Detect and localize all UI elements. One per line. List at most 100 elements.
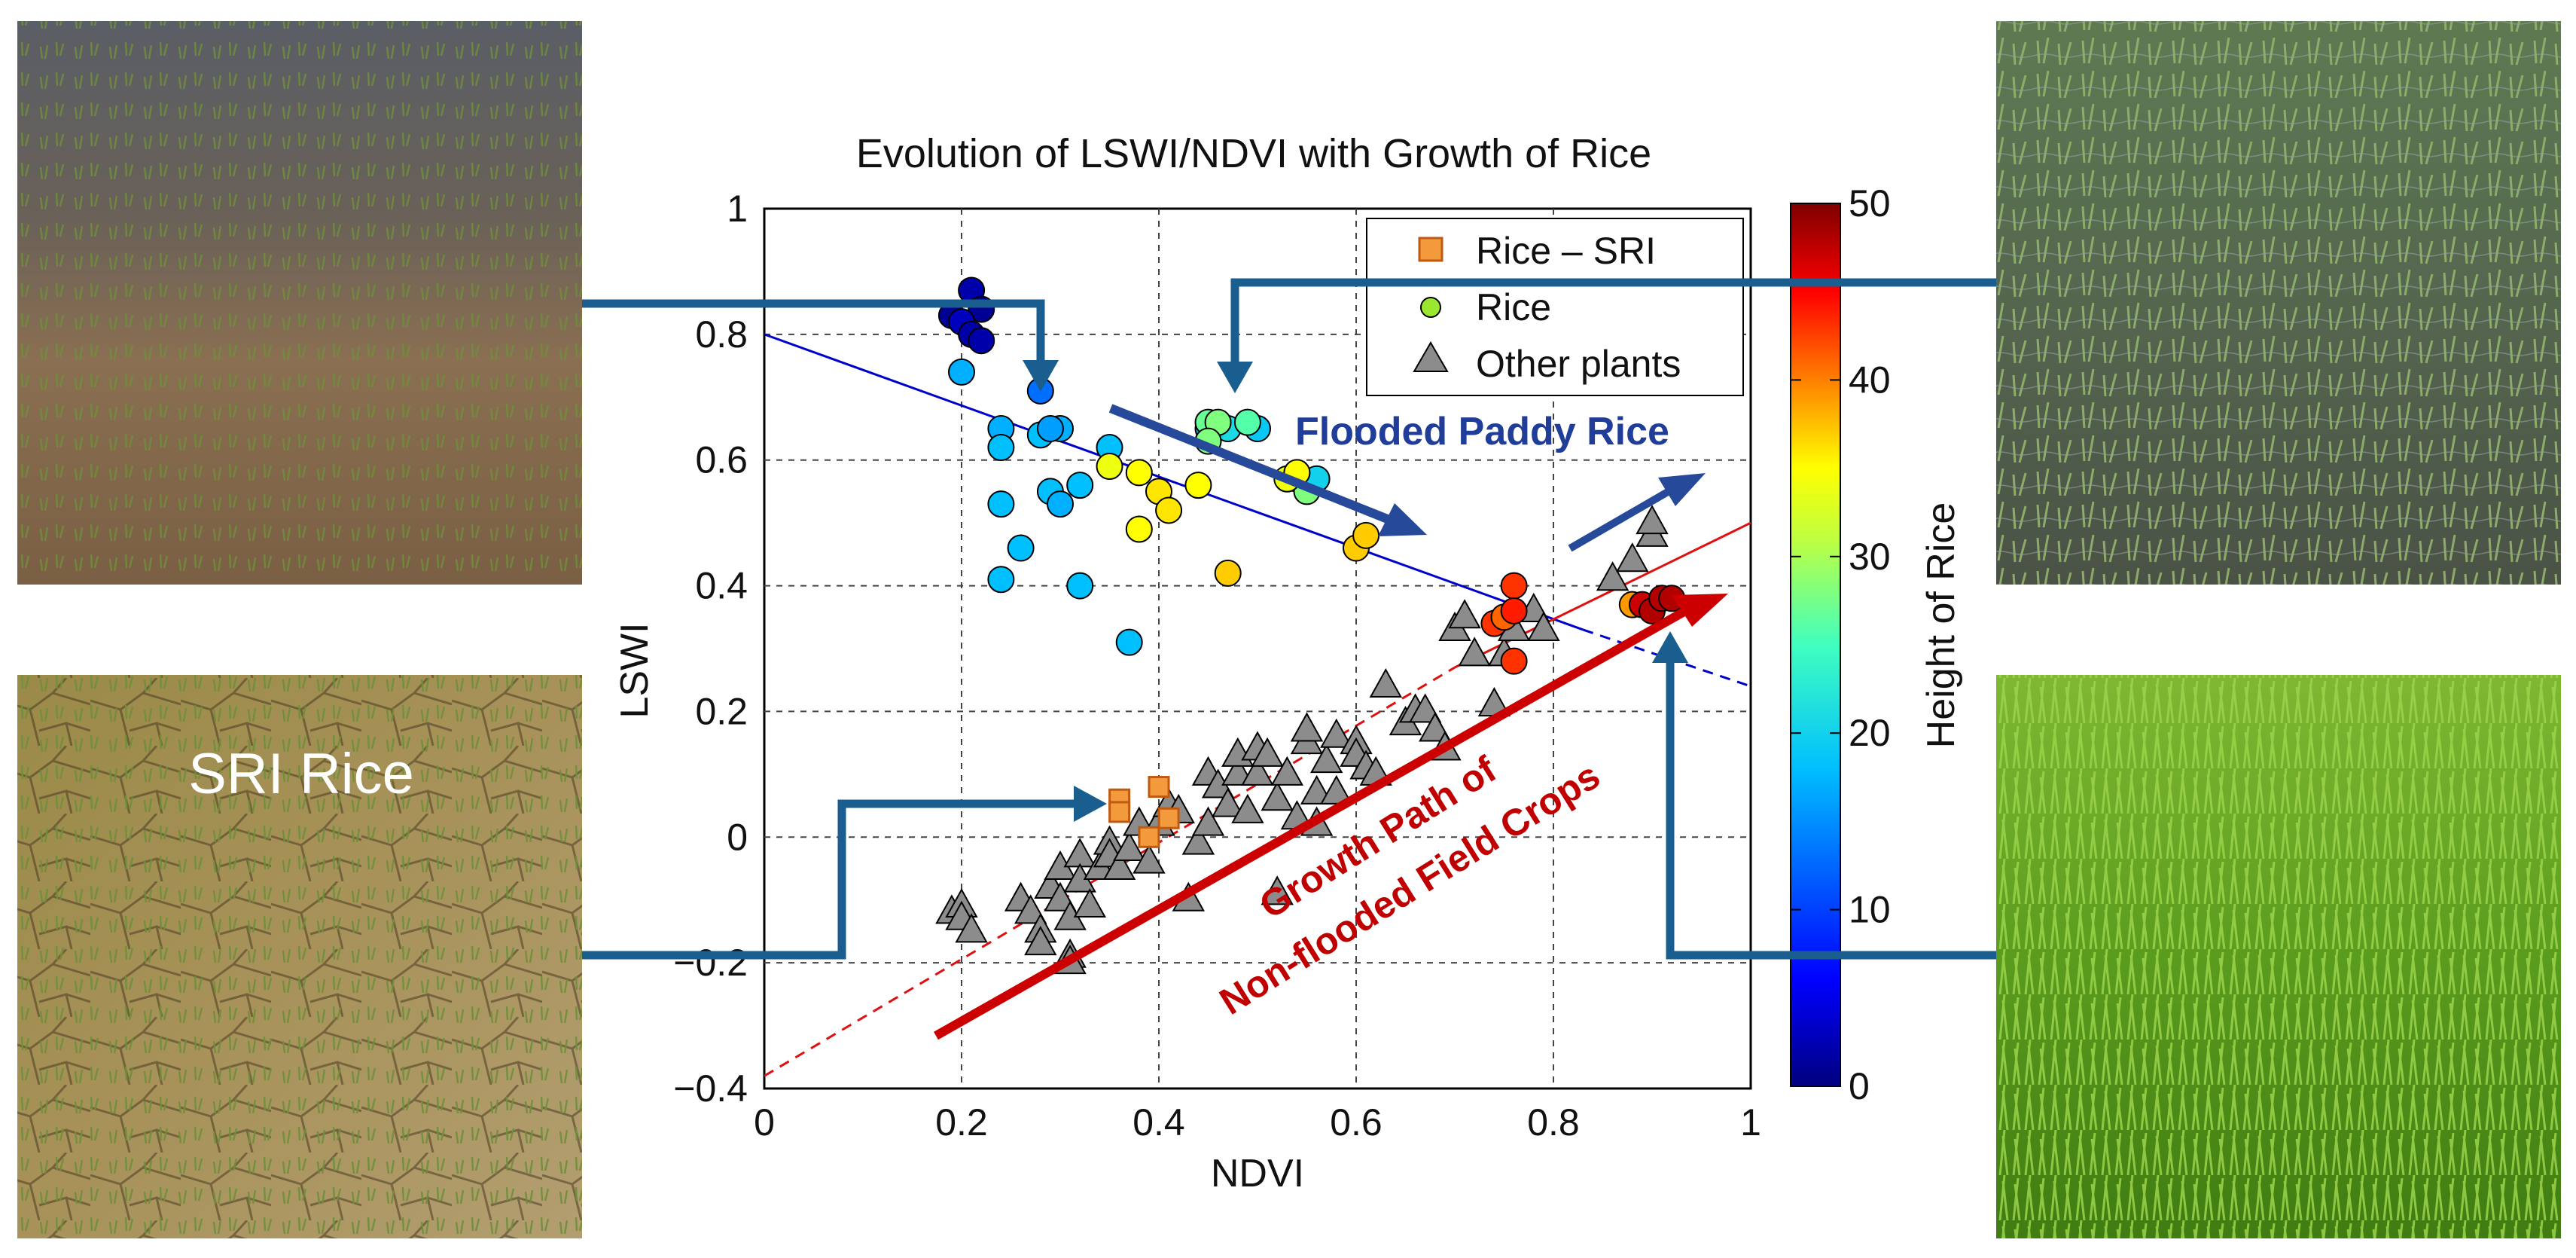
y-tick-label: 0.2: [695, 690, 748, 732]
other-plants-point: [1369, 667, 1402, 698]
rice-point: [1352, 521, 1380, 549]
rice-point: [948, 358, 975, 386]
legend-label-rice: Rice: [1476, 286, 1551, 328]
y-tick-label: −0.2: [673, 942, 748, 984]
callout-early-flooded-head: [1023, 360, 1059, 392]
callout-sri-head: [1074, 786, 1107, 822]
other-plants-point: [955, 913, 988, 943]
other-plants-point: [1014, 894, 1047, 924]
legend-label-rice-sri: Rice – SRI: [1476, 230, 1656, 272]
rice-point: [987, 434, 1015, 462]
colorbar-tick-label: 0: [1849, 1065, 1870, 1107]
y-tick-label: −0.4: [673, 1067, 748, 1110]
colorbar-tick-label: 30: [1849, 536, 1891, 578]
flooded-fit-line: [764, 333, 1584, 631]
y-tick-label: 0: [727, 816, 748, 858]
rice-sri-point: [1148, 776, 1170, 798]
callout-arrows: [582, 278, 1996, 960]
rice-point: [1214, 559, 1242, 587]
flooded-trend-arrow: [1108, 404, 1395, 526]
y-axis-label: LSWI: [613, 622, 657, 718]
colorbar-ramp: [1790, 203, 1841, 1087]
x-tick-label: 0: [754, 1101, 775, 1143]
y-tick-label: 0.6: [695, 439, 748, 481]
rice-point: [1115, 628, 1143, 656]
rice-point: [1500, 597, 1528, 624]
rice-point: [1233, 408, 1261, 436]
legend-label-other: Other plants: [1476, 343, 1681, 385]
other-plants-point: [1221, 756, 1254, 786]
colorbar-tick-label: 40: [1849, 359, 1891, 401]
colorbar-tick-label: 10: [1849, 889, 1891, 931]
callout-mature: [1666, 661, 1996, 960]
flooded-fit-line-extension: [1582, 628, 1751, 688]
colorbar-tick-label: 50: [1849, 182, 1891, 224]
rice-point: [1500, 647, 1528, 675]
other-plants-point: [1133, 844, 1166, 874]
legend-marker-rice: [1420, 297, 1441, 318]
other-plants-point: [1458, 637, 1491, 667]
chart-title: Evolution of LSWI/NDVI with Growth of Ri…: [856, 131, 1651, 176]
y-tick-label: 0.4: [695, 565, 748, 607]
other-plants-point: [1409, 693, 1442, 723]
colorbar-ticks: 0 10 20 30 40 50: [1791, 182, 1891, 1107]
field-crop-arrow: [934, 606, 1689, 1040]
callout-sri: [582, 799, 1075, 960]
rice-point: [1155, 496, 1183, 524]
x-tick-label: 0.2: [935, 1101, 988, 1143]
photo-sri-rice: SRI Rice: [17, 675, 582, 1238]
x-tick-label: 0.8: [1527, 1101, 1580, 1143]
x-tick-label: 1: [1740, 1101, 1761, 1143]
other-plants-point: [1241, 756, 1274, 786]
other-plants-point: [1300, 774, 1334, 805]
other-plants-point: [1290, 712, 1324, 742]
x-tick-label: 0.6: [1330, 1101, 1383, 1143]
rice-point: [1047, 490, 1074, 518]
other-plants-point: [1527, 611, 1560, 641]
other-plants-point: [1261, 781, 1294, 811]
other-plants-point: [1251, 737, 1284, 767]
rice-sri-point: [1157, 807, 1180, 829]
callout-mature-head: [1652, 631, 1688, 663]
other-plants-point: [1113, 831, 1146, 861]
other-plants-point: [1320, 718, 1353, 748]
other-plants-point: [1044, 881, 1077, 911]
rice-point: [968, 327, 995, 355]
rice-sri-point: [1138, 826, 1160, 848]
photo-mature-rice: [1996, 675, 2561, 1238]
other-plants-point: [1616, 542, 1649, 573]
x-axis-label: NDVI: [1211, 1152, 1304, 1195]
other-plants-point: [1636, 505, 1669, 535]
legend-marker-rice-sri: [1418, 237, 1443, 262]
other-plants-point: [1191, 806, 1225, 836]
rice-sri-point: [1108, 801, 1131, 823]
other-plants-point: [1024, 926, 1057, 956]
photo-flooded-early: [17, 21, 582, 585]
other-plants-point: [1212, 787, 1245, 817]
other-plants-point: [1270, 756, 1303, 786]
growth-arrows: [934, 404, 1728, 1040]
sri-photo-label: SRI Rice: [188, 742, 414, 806]
x-tick-label: 0.4: [1133, 1101, 1185, 1143]
callout-early-flooded: [582, 299, 1045, 362]
other-plants-point: [1419, 712, 1452, 742]
callout-growing-flooded: [1230, 278, 1996, 363]
rice-point: [1066, 472, 1094, 499]
other-plants-point: [1102, 850, 1136, 880]
other-plants-point: [1448, 599, 1481, 629]
rice-point: [987, 490, 1015, 518]
rice-point: [1096, 453, 1123, 481]
other-plants-point: [1596, 561, 1629, 591]
field-crop-arrowhead: [1672, 594, 1728, 627]
colorbar: 0 10 20 30 40 50 Height of Rice: [1790, 182, 1963, 1107]
photo-flooded-growing: [1996, 21, 2561, 585]
rice-point: [1125, 459, 1153, 487]
callout-growing-flooded-head: [1217, 362, 1253, 393]
flooded-paddy-label: Flooded Paddy Rice: [1295, 410, 1669, 453]
rice-point: [1125, 515, 1153, 543]
flooded-late-arrow: [1568, 486, 1674, 552]
other-plants-point: [1261, 875, 1294, 905]
legend-marker-other: [1413, 341, 1449, 372]
rice-point: [1500, 572, 1528, 600]
